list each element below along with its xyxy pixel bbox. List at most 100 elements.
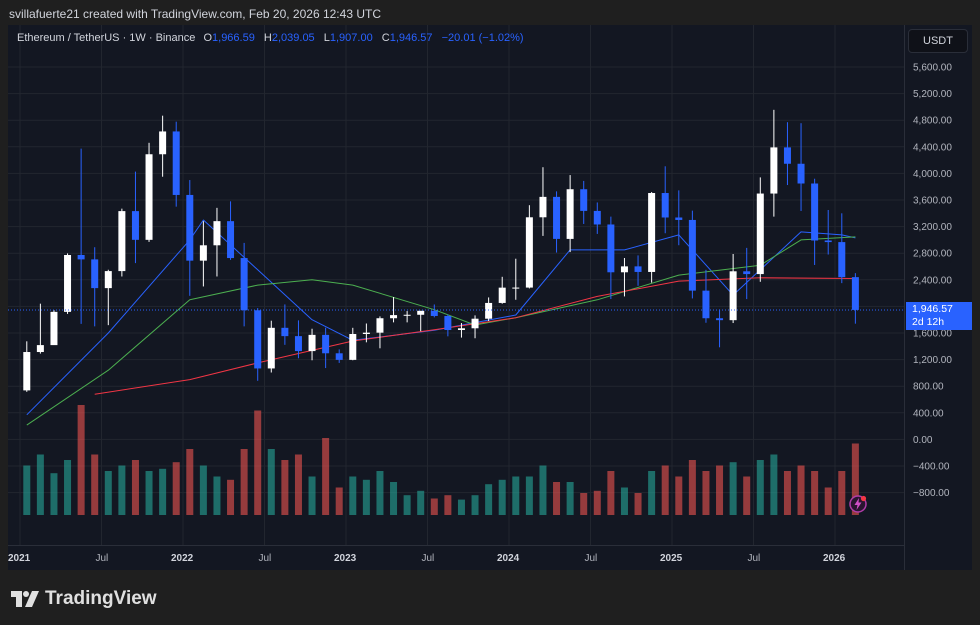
price-tick-label: 5,200.00 (913, 89, 952, 100)
time-axis: 2021 Jul 2022 Jul 2023 Jul 2024 Jul 2025 Jul 2026 (8, 553, 846, 564)
candle-body (172, 131, 180, 195)
candle-body (716, 318, 724, 321)
low-label: L (323, 32, 330, 44)
candle-body (50, 311, 58, 346)
brand-name: TradingView (45, 588, 157, 609)
time-tick-label: 2023 (334, 553, 357, 564)
volume-bar (376, 471, 384, 515)
volume-bar (770, 454, 778, 515)
candle-body (797, 163, 805, 184)
price-tick-label: 3,600.00 (913, 196, 952, 207)
volume-bar (227, 479, 235, 515)
candle-body (702, 290, 710, 319)
volume-bar (811, 471, 819, 515)
price-tick-label: 5,600.00 (913, 63, 952, 74)
volume-bar (716, 465, 724, 515)
time-axis-border (8, 545, 905, 546)
candle-body (783, 147, 791, 164)
volume-bar (308, 476, 316, 515)
moving-average-line (26, 236, 856, 426)
candle-body (770, 147, 778, 194)
time-tick-label: 2026 (823, 553, 846, 564)
candle-body (553, 196, 561, 239)
high-value: 2,039.05 (271, 32, 315, 44)
volume-bar (322, 438, 330, 515)
candle-body (77, 254, 85, 260)
volume-bar (362, 479, 370, 515)
time-tick-label: 2025 (660, 553, 683, 564)
volume-bar (851, 443, 859, 515)
volume-bar (186, 449, 194, 515)
tradingview-logo[interactable]: TradingView (11, 588, 157, 610)
candle-body (756, 193, 764, 275)
price-tick-label: 4,400.00 (913, 142, 952, 153)
volume-bar (648, 471, 656, 515)
close-label: C (381, 32, 390, 44)
last-price-label: 1,946.57 2d 12h (906, 302, 972, 330)
volume-bar (485, 484, 493, 515)
volume-bar (783, 471, 791, 515)
candle-body (104, 271, 112, 289)
volume-bar (729, 462, 737, 515)
candle-body (566, 189, 574, 239)
volume-bar (145, 471, 153, 515)
bar-countdown: 2d 12h (912, 316, 945, 328)
volume-bar (675, 476, 683, 515)
candle-body (838, 242, 846, 278)
price-tick-label: −400.00 (913, 462, 950, 473)
volume-bar (199, 465, 207, 515)
candle-body (580, 189, 588, 211)
candle-body (743, 271, 751, 275)
volume-bar (118, 465, 126, 515)
currency-button[interactable]: USDT (908, 29, 968, 53)
volume-bar (593, 490, 601, 515)
candle-body (851, 277, 859, 310)
candle-body (390, 315, 398, 319)
price-axis-border (904, 25, 905, 570)
volume-bar (498, 479, 506, 515)
volume-bar (661, 465, 669, 515)
volume-bar (267, 449, 275, 515)
candle-body (145, 154, 153, 240)
candle-body (525, 217, 533, 288)
candle-body (159, 131, 167, 155)
volume-bar (403, 495, 411, 515)
low-value: 1,907.00 (329, 32, 373, 44)
candle-body (824, 240, 832, 243)
ohlc-legend: Ethereum / TetherUS · 1W · Binance O1,96… (17, 32, 530, 44)
candle-body (811, 183, 819, 241)
volume-bar (240, 449, 248, 515)
candle-body (227, 221, 235, 259)
candle-body (349, 333, 357, 360)
candle-body (186, 194, 194, 261)
candle-body (213, 221, 221, 246)
candle-body (417, 310, 425, 315)
high-label: H (263, 32, 272, 44)
price-tick-label: 1,600.00 (913, 329, 952, 340)
volume-bar (417, 490, 425, 515)
candle-body (199, 245, 207, 261)
time-tick-label: Jul (96, 553, 109, 564)
volume-bar (159, 468, 167, 515)
last-price-value: 1,946.57 (912, 303, 953, 315)
lightning-icon[interactable] (848, 494, 868, 514)
candle-body (430, 310, 438, 316)
change-value: −20.01 (−1.02%) (441, 32, 524, 44)
symbol-label[interactable]: Ethereum / TetherUS · 1W · Binance (17, 32, 196, 44)
time-tick-label: Jul (585, 553, 598, 564)
candle-body (688, 219, 696, 291)
candle-body (648, 193, 656, 272)
candle-body (512, 287, 520, 289)
price-tick-label: 3,200.00 (913, 222, 952, 233)
candle-body (362, 332, 370, 334)
candle-body (131, 211, 139, 240)
volume-bar (634, 493, 642, 515)
volume-bar (525, 476, 533, 515)
time-tick-label: 2021 (8, 553, 31, 564)
candle-body (91, 259, 99, 289)
volume-bar (23, 465, 31, 515)
candle-body (36, 345, 44, 353)
volume-bar (471, 495, 479, 515)
volume-bar (64, 460, 72, 515)
